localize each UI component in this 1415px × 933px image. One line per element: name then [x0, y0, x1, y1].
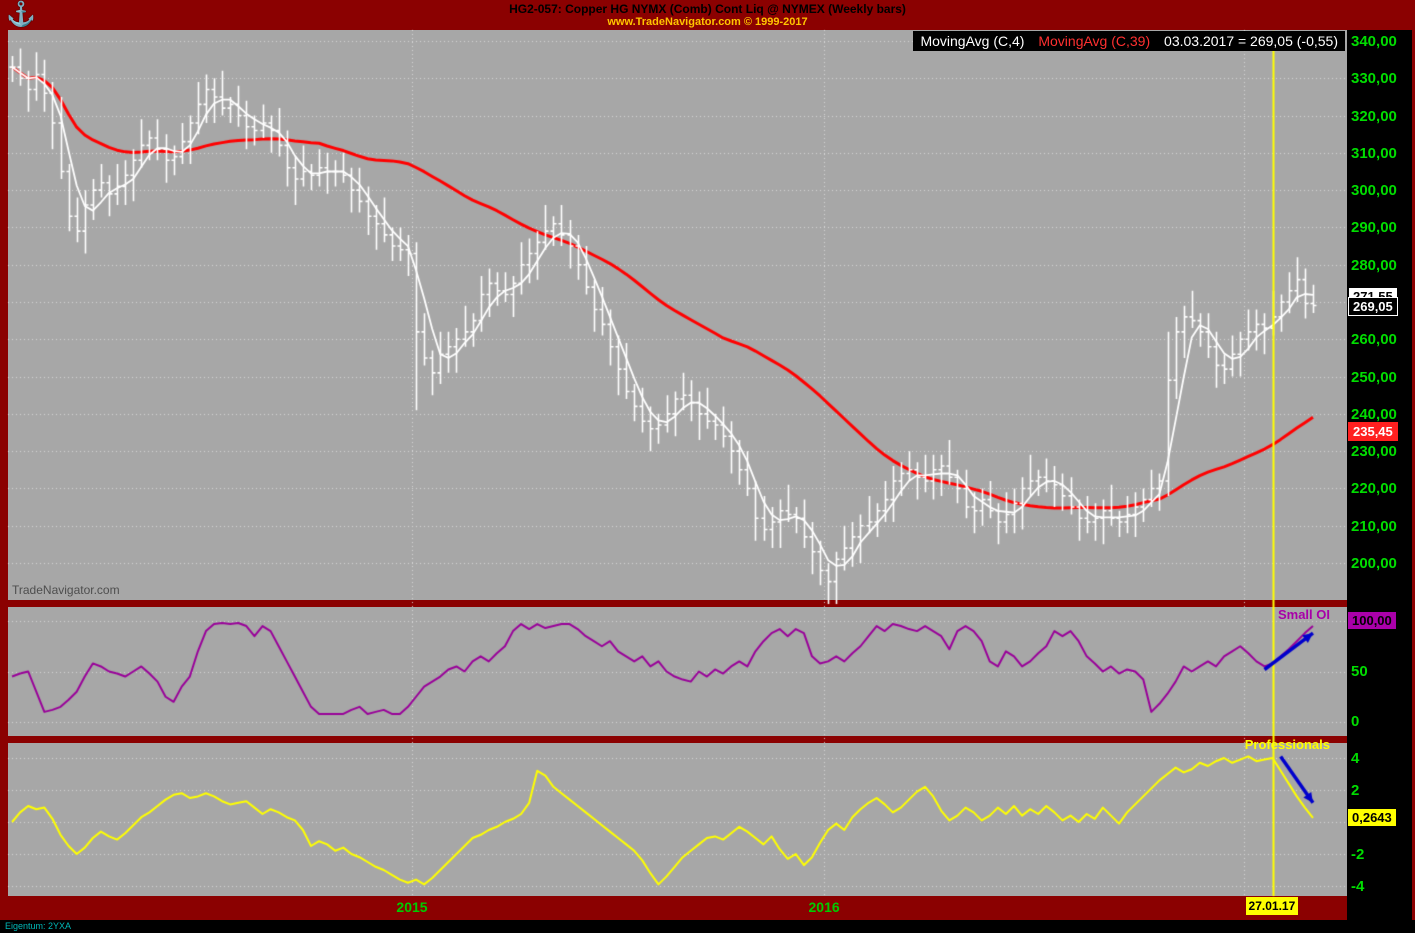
price-tick: 300,00 [1351, 182, 1397, 200]
panel-splitter-2[interactable] [0, 736, 1347, 743]
price-tick: 250,00 [1351, 368, 1397, 386]
pro-tick: 2 [1351, 782, 1360, 799]
price-tick: 340,00 [1351, 33, 1397, 50]
small-oi-panel[interactable] [8, 607, 1347, 736]
footer-owner-label: Eigentum: 2YXA [5, 921, 72, 931]
price-tick: 330,00 [1351, 70, 1397, 88]
year-label: 2016 [808, 899, 840, 915]
price-tag: 235,45 [1348, 421, 1398, 441]
pro-tick: 4 [1351, 750, 1360, 767]
price-tick: 230,00 [1351, 443, 1397, 461]
chart-title: HG2-057: Copper HG NYMX (Comb) Cont Liq … [509, 2, 906, 16]
professionals-label: Professionals [1244, 737, 1330, 752]
pro-tick: -4 [1351, 878, 1365, 895]
oi-tick: 50 [1351, 662, 1368, 680]
professionals-value-tag: 0,2643 [1348, 808, 1396, 826]
price-tick: 260,00 [1351, 331, 1397, 349]
oi-tick: 0 [1351, 713, 1360, 730]
small-oi-label: Small OI [1277, 607, 1330, 622]
quote-label: 03.03.2017 = 269,05 (-0,55) [1164, 33, 1338, 49]
year-label: 2015 [396, 899, 428, 915]
oi-tick: 100,00 [1348, 612, 1396, 629]
price-tick: 310,00 [1351, 144, 1397, 162]
price-tick: 240,00 [1351, 405, 1397, 423]
time-axis[interactable] [0, 896, 1347, 920]
price-panel[interactable] [8, 30, 1347, 600]
date-marker-label: 27.01.17 [1245, 897, 1299, 915]
indicator-legend: MovingAvg (C,4) MovingAvg (C,39) 03.03.2… [913, 31, 1345, 51]
ma-slow-label[interactable]: MovingAvg (C,39) [1038, 33, 1151, 49]
professionals-panel[interactable] [8, 743, 1347, 896]
price-tag: 269,05 [1348, 296, 1398, 316]
price-tick: 200,00 [1351, 554, 1397, 572]
price-tick: 320,00 [1351, 107, 1397, 125]
pro-tick: -2 [1351, 846, 1365, 863]
chart-subtitle: www.TradeNavigator.com © 1999-2017 [607, 16, 808, 28]
title-bar: ⚓ HG2-057: Copper HG NYMX (Comb) Cont Li… [0, 0, 1415, 30]
price-tick: 220,00 [1351, 480, 1397, 498]
price-tick: 290,00 [1351, 219, 1397, 237]
status-bar: Eigentum: 2YXA [0, 920, 1415, 933]
price-tick: 210,00 [1351, 517, 1397, 535]
panel-splitter-1[interactable] [0, 600, 1347, 607]
ma-fast-label[interactable]: MovingAvg (C,4) [920, 33, 1025, 49]
watermark: TradeNavigator.com [12, 583, 120, 597]
price-tick: 280,00 [1351, 256, 1397, 274]
